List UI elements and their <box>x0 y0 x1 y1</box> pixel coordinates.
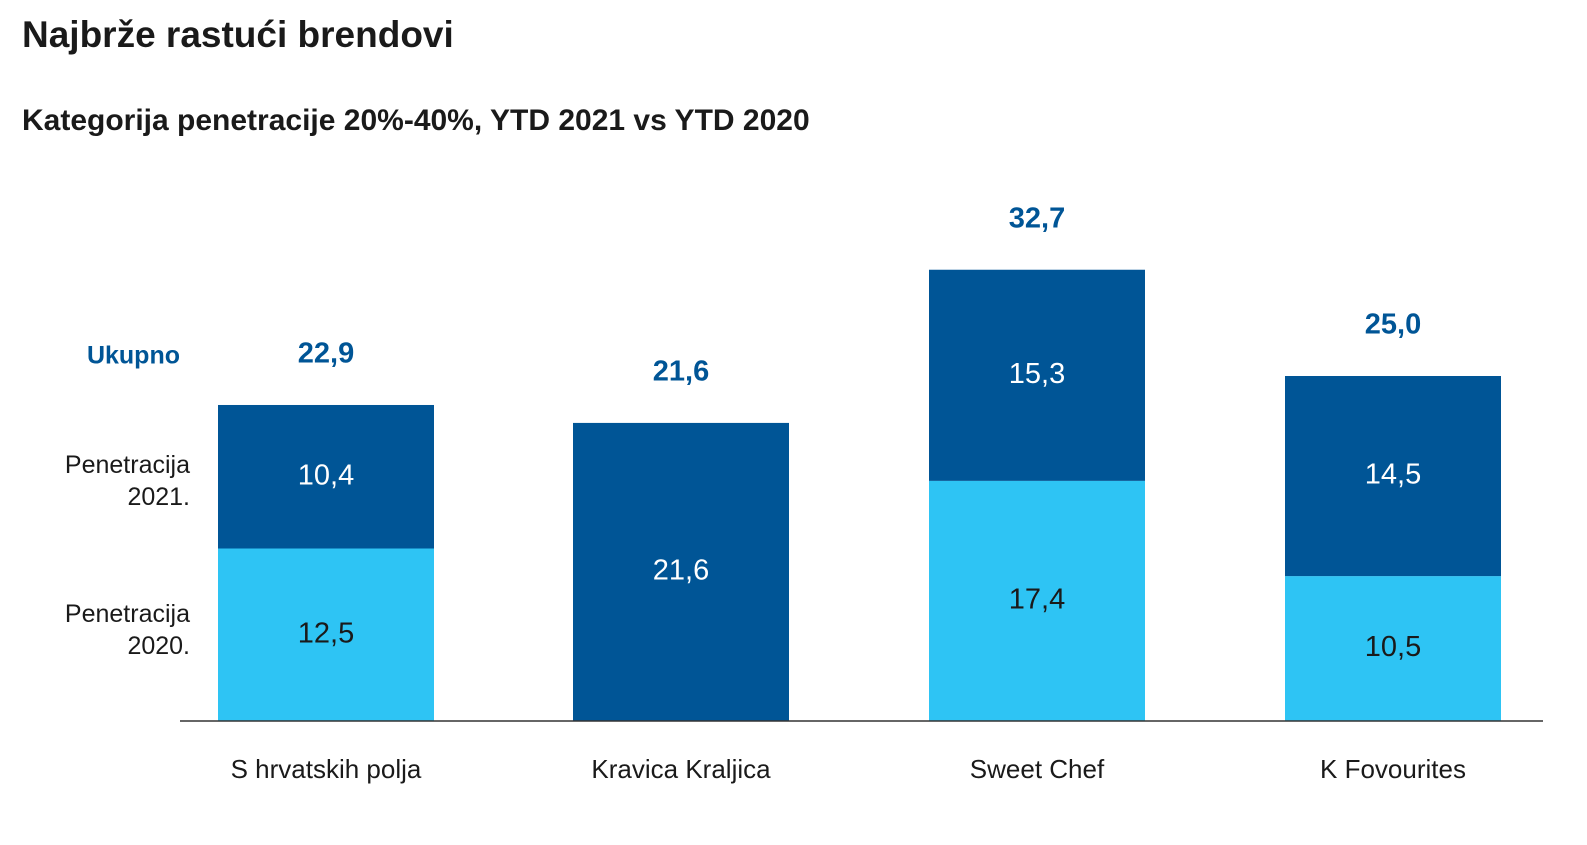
label-2021-1: 10,4 <box>298 459 354 491</box>
label-2021-2: 21,6 <box>653 555 709 587</box>
category-label-1: S hrvatskih polja <box>231 754 422 784</box>
bar-2021-2 <box>573 422 789 721</box>
chart-title: Najbrže rastući brendovi <box>22 14 454 55</box>
category-label-4: K Fovourites <box>1320 754 1466 784</box>
bar-2021-4 <box>1285 376 1501 577</box>
bar-2020-4 <box>1285 576 1501 721</box>
category-label-3: Sweet Chef <box>970 754 1105 784</box>
total-label-4: 25,0 <box>1365 309 1421 341</box>
bar-2020-3 <box>929 480 1145 721</box>
label-2020-4: 10,5 <box>1365 631 1421 663</box>
bar-2021-1 <box>218 404 434 549</box>
total-label-2: 21,6 <box>653 356 709 388</box>
label-2020-1: 12,5 <box>298 617 354 649</box>
total-label-1: 22,9 <box>298 338 354 370</box>
legend-2021: Penetracija 2021. <box>65 451 190 511</box>
total-label-3: 32,7 <box>1009 202 1065 234</box>
bar-2020-1 <box>218 548 434 721</box>
legend-2020: Penetracija 2020. <box>65 600 190 660</box>
legend-total: Ukupno <box>87 342 180 370</box>
label-2021-3: 15,3 <box>1009 358 1065 390</box>
label-2021-4: 14,5 <box>1365 459 1421 491</box>
label-2020-3: 17,4 <box>1009 584 1065 616</box>
category-label-2: Kravica Kraljica <box>591 754 771 784</box>
bar-2021-3 <box>929 269 1145 481</box>
chart-subtitle: Kategorija penetracije 20%-40%, YTD 2021… <box>22 104 810 137</box>
